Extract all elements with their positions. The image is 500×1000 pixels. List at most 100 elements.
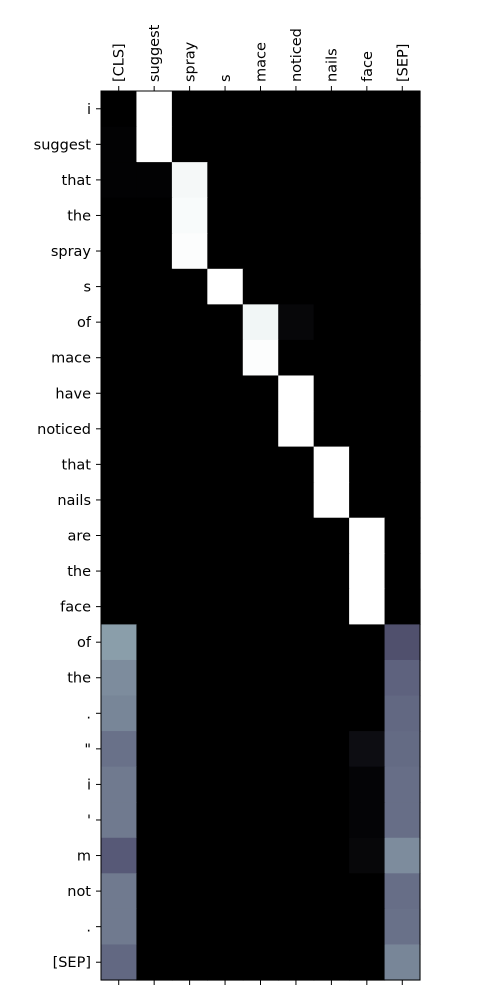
y-tick-label: suggest <box>34 137 92 153</box>
heatmap-cell <box>136 197 173 234</box>
heatmap-cell <box>349 339 386 377</box>
heatmap-cell <box>207 802 244 839</box>
heatmap-cell <box>101 766 138 803</box>
heatmap-cell <box>207 339 244 377</box>
heatmap-cell <box>136 339 173 377</box>
heatmap-cell <box>242 624 279 661</box>
heatmap-cell <box>278 695 315 732</box>
heatmap-cell <box>278 908 315 946</box>
heatmap-cell <box>207 517 244 554</box>
heatmap-cell <box>171 517 208 554</box>
heatmap-cell <box>101 375 138 412</box>
heatmap-cell <box>313 766 350 803</box>
heatmap-cell <box>384 375 421 412</box>
heatmap-cell <box>313 944 350 981</box>
x-tick-label: spray <box>183 41 199 82</box>
heatmap-cell <box>101 91 138 128</box>
heatmap-cell <box>101 695 138 732</box>
heatmap-cell <box>207 233 244 270</box>
heatmap-cell <box>242 837 279 874</box>
heatmap-cell <box>384 91 421 128</box>
x-tick-label: mace <box>254 42 270 82</box>
heatmap-cell <box>136 517 173 554</box>
heatmap-cell <box>136 375 173 412</box>
heatmap-cell <box>349 446 386 483</box>
heatmap-cell <box>101 802 138 839</box>
heatmap-cell <box>278 268 315 305</box>
heatmap-cell <box>242 446 279 483</box>
heatmap-cell <box>313 304 350 341</box>
heatmap-cell <box>207 731 244 768</box>
heatmap-cell <box>171 339 208 377</box>
heatmap-cell <box>207 268 244 305</box>
heatmap-cell <box>171 233 208 270</box>
heatmap-cell <box>171 91 208 128</box>
x-tick-label: suggest <box>147 24 163 82</box>
heatmap-cell <box>207 659 244 697</box>
y-tick-label: of <box>77 635 92 651</box>
heatmap-cell <box>242 233 279 270</box>
heatmap-cell <box>349 695 386 732</box>
heatmap-cell <box>384 731 421 768</box>
heatmap-cell <box>136 766 173 803</box>
heatmap-cell <box>313 197 350 234</box>
heatmap-cell <box>278 197 315 234</box>
heatmap-cell <box>278 339 315 377</box>
heatmap-cell <box>136 873 173 910</box>
heatmap-cell <box>136 446 173 483</box>
heatmap-cell <box>349 908 386 946</box>
heatmap-cell <box>171 873 208 910</box>
heatmap-cell <box>278 553 315 590</box>
heatmap-cell <box>101 126 138 163</box>
y-tick-label: [SEP] <box>53 955 91 971</box>
heatmap-cell <box>242 944 279 981</box>
heatmap-cell <box>384 588 421 625</box>
heatmap-cell <box>207 482 244 519</box>
heatmap-cell <box>313 588 350 625</box>
heatmap-cell <box>384 517 421 554</box>
y-tick-label: m <box>77 849 91 865</box>
heatmap-cell <box>101 588 138 625</box>
heatmap-cell <box>136 233 173 270</box>
x-tick-label: [SEP] <box>395 44 411 82</box>
heatmap-cell <box>242 873 279 910</box>
heatmap-cell <box>313 482 350 519</box>
heatmap-cell <box>349 731 386 768</box>
heatmap-cell <box>136 802 173 839</box>
heatmap-cell <box>384 624 421 661</box>
heatmap-cell <box>278 482 315 519</box>
y-tick-label: that <box>62 457 92 473</box>
heatmap-cell <box>349 268 386 305</box>
heatmap-cell <box>242 695 279 732</box>
heatmap-cell <box>101 233 138 270</box>
heatmap-cell <box>384 411 421 448</box>
heatmap-cell <box>278 446 315 483</box>
heatmap-cell <box>313 91 350 128</box>
heatmap-cell <box>313 802 350 839</box>
y-tick-label: nails <box>57 493 91 509</box>
heatmap-cell <box>101 731 138 768</box>
heatmap-cell <box>349 517 386 554</box>
heatmap-cell <box>171 268 208 305</box>
heatmap-cell <box>313 553 350 590</box>
heatmap-cell <box>171 624 208 661</box>
heatmap-cell <box>313 517 350 554</box>
heatmap-cell <box>136 659 173 697</box>
y-tick-label: . <box>86 920 91 936</box>
heatmap-cell <box>242 731 279 768</box>
heatmap-cell <box>207 126 244 163</box>
heatmap-cell <box>242 766 279 803</box>
heatmap-cell <box>278 411 315 448</box>
heatmap-cell <box>349 837 386 874</box>
heatmap-cell <box>313 908 350 946</box>
heatmap-cell <box>207 873 244 910</box>
heatmap-cell <box>136 126 173 163</box>
heatmap-cell <box>207 446 244 483</box>
heatmap-cell <box>207 908 244 946</box>
heatmap-cell <box>349 304 386 341</box>
heatmap-cell <box>101 553 138 590</box>
heatmap-cell <box>313 375 350 412</box>
heatmap-cell <box>171 126 208 163</box>
heatmap-cell <box>171 731 208 768</box>
x-tick-label: s <box>218 74 234 82</box>
